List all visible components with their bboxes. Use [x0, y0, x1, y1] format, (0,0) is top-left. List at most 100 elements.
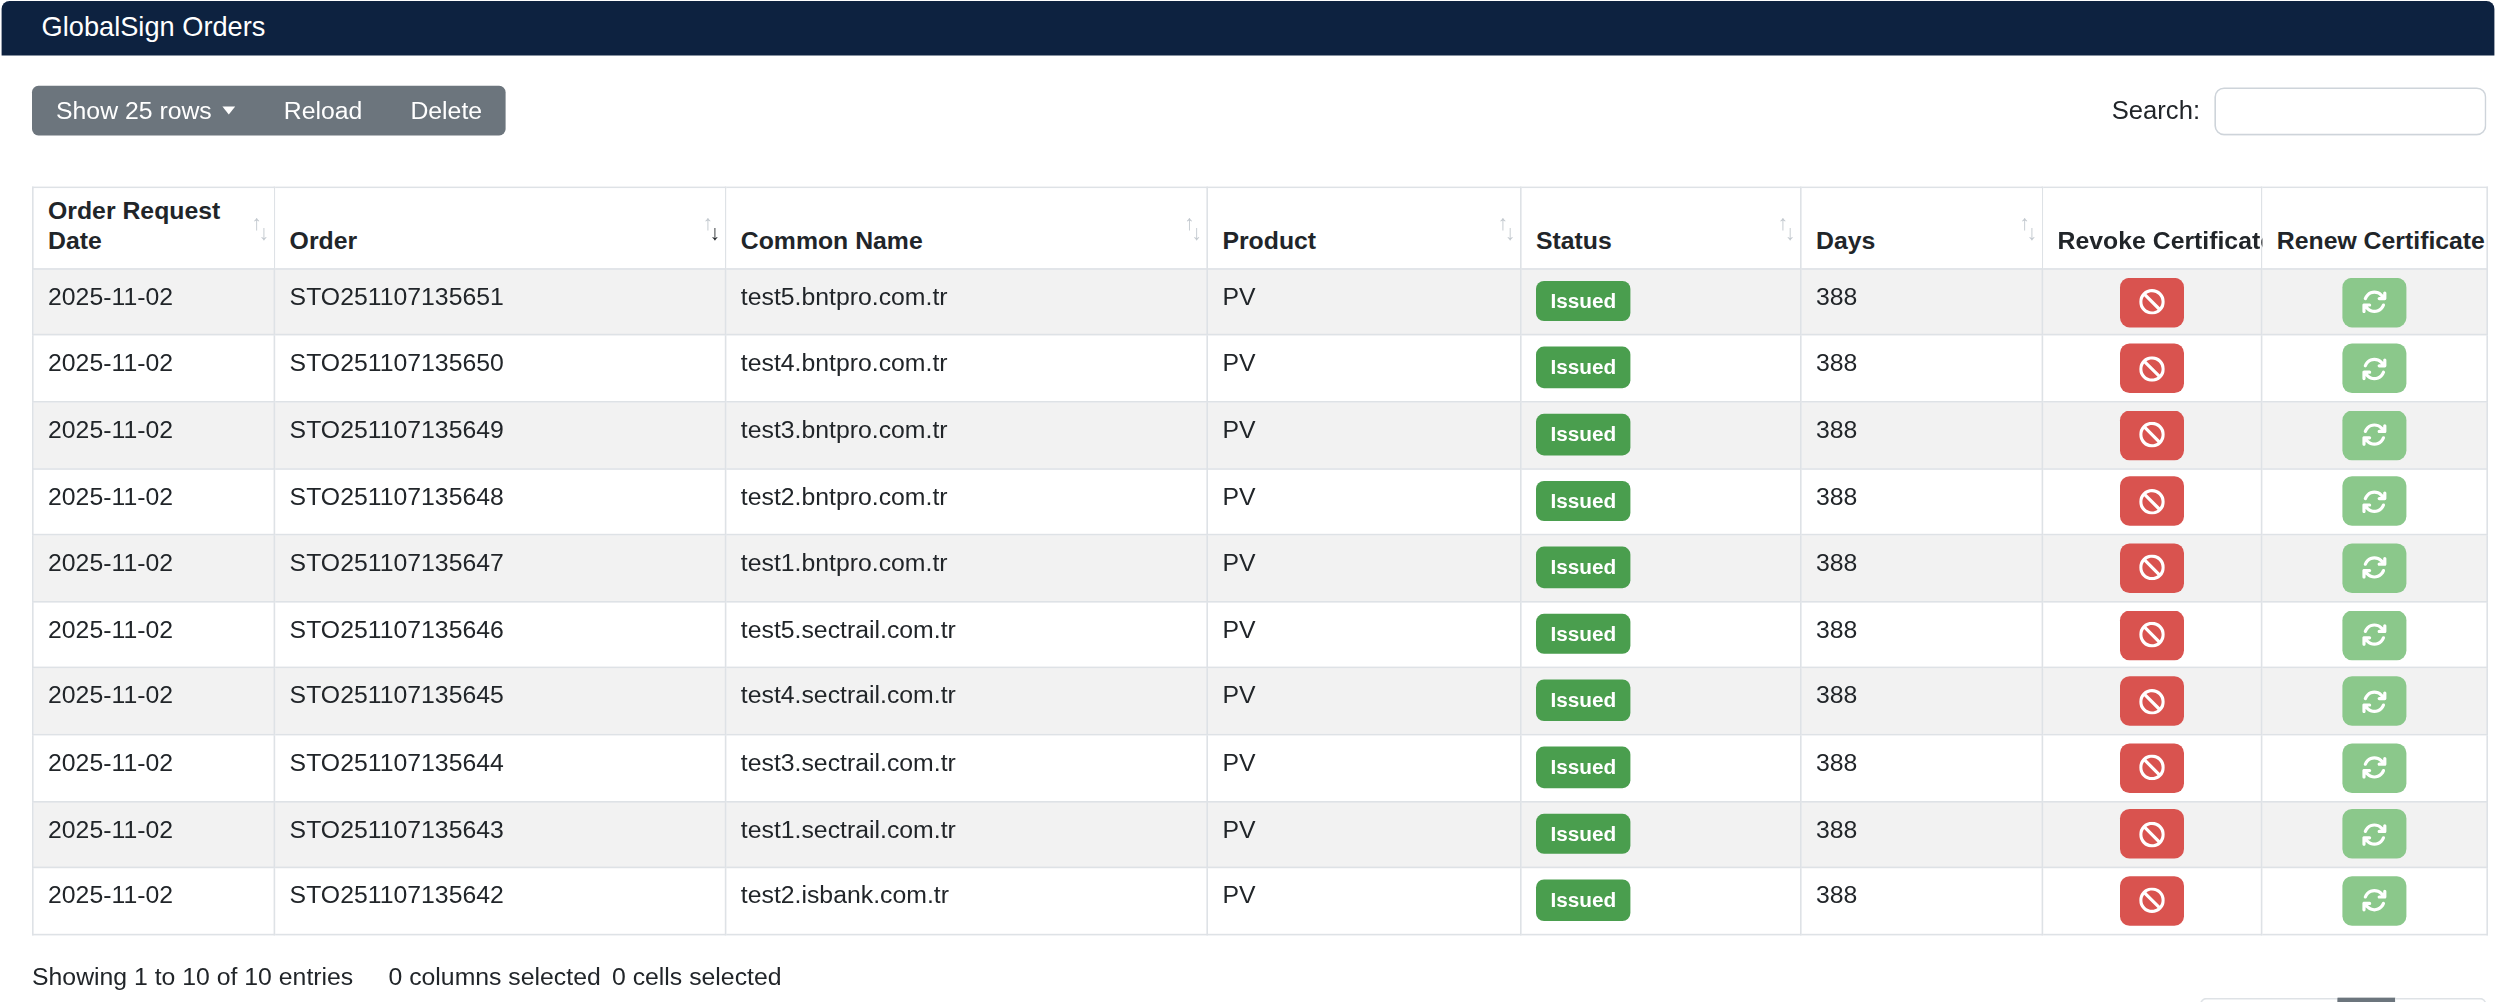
cell-order-number[interactable]: STO251107135647: [274, 535, 725, 602]
cell-order-number[interactable]: STO251107135644: [274, 735, 725, 802]
cell-renew-certificate[interactable]: [2262, 535, 2488, 602]
renew-certificate-button[interactable]: [2342, 810, 2406, 860]
cell-days[interactable]: 388: [1801, 269, 2043, 336]
cell-status[interactable]: Issued: [1521, 801, 1801, 868]
cell-product[interactable]: PV: [1207, 601, 1521, 668]
cell-order-number[interactable]: STO251107135645: [274, 668, 725, 735]
column-header-status[interactable]: Status↑↓: [1521, 187, 1801, 268]
column-header-order[interactable]: Order↑↓: [274, 187, 725, 268]
cell-status[interactable]: Issued: [1521, 868, 1801, 935]
cell-days[interactable]: 388: [1801, 735, 2043, 802]
cell-common-name[interactable]: test1.bntpro.com.tr: [726, 535, 1208, 602]
renew-certificate-button[interactable]: [2342, 876, 2406, 926]
cell-order-request-date[interactable]: 2025-11-02: [33, 735, 275, 802]
cell-order-number[interactable]: STO251107135643: [274, 801, 725, 868]
revoke-certificate-button[interactable]: [2120, 876, 2184, 926]
cell-renew-certificate[interactable]: [2262, 868, 2488, 935]
cell-common-name[interactable]: test5.sectrail.com.tr: [726, 601, 1208, 668]
reload-button[interactable]: Reload: [260, 86, 387, 136]
order-row[interactable]: 2025-11-02STO251107135644test3.sectrail.…: [33, 735, 2487, 802]
cell-order-request-date[interactable]: 2025-11-02: [33, 801, 275, 868]
cell-renew-certificate[interactable]: [2262, 468, 2488, 535]
order-row[interactable]: 2025-11-02STO251107135642test2.isbank.co…: [33, 868, 2487, 935]
renew-certificate-button[interactable]: [2342, 610, 2406, 660]
cell-days[interactable]: 388: [1801, 468, 2043, 535]
cell-common-name[interactable]: test1.sectrail.com.tr: [726, 801, 1208, 868]
cell-revoke-certificate[interactable]: [2042, 735, 2261, 802]
cell-order-number[interactable]: STO251107135646: [274, 601, 725, 668]
cell-renew-certificate[interactable]: [2262, 735, 2488, 802]
renew-certificate-button[interactable]: [2342, 410, 2406, 460]
cell-common-name[interactable]: test4.sectrail.com.tr: [726, 668, 1208, 735]
revoke-certificate-button[interactable]: [2120, 610, 2184, 660]
cell-revoke-certificate[interactable]: [2042, 535, 2261, 602]
cell-status[interactable]: Issued: [1521, 668, 1801, 735]
cell-revoke-certificate[interactable]: [2042, 801, 2261, 868]
cell-product[interactable]: PV: [1207, 269, 1521, 336]
cell-order-request-date[interactable]: 2025-11-02: [33, 601, 275, 668]
order-row[interactable]: 2025-11-02STO251107135643test1.sectrail.…: [33, 801, 2487, 868]
page-number-button[interactable]: 1: [2337, 997, 2396, 1002]
delete-button[interactable]: Delete: [386, 86, 506, 136]
cell-order-request-date[interactable]: 2025-11-02: [33, 468, 275, 535]
cell-product[interactable]: PV: [1207, 535, 1521, 602]
revoke-certificate-button[interactable]: [2120, 676, 2184, 726]
order-row[interactable]: 2025-11-02STO251107135648test2.bntpro.co…: [33, 468, 2487, 535]
cell-revoke-certificate[interactable]: [2042, 269, 2261, 336]
revoke-certificate-button[interactable]: [2120, 410, 2184, 460]
cell-common-name[interactable]: test2.bntpro.com.tr: [726, 468, 1208, 535]
cell-renew-certificate[interactable]: [2262, 801, 2488, 868]
column-header-product[interactable]: Product↑↓: [1207, 187, 1521, 268]
cell-days[interactable]: 388: [1801, 402, 2043, 469]
cell-status[interactable]: Issued: [1521, 535, 1801, 602]
cell-renew-certificate[interactable]: [2262, 402, 2488, 469]
cell-common-name[interactable]: test5.bntpro.com.tr: [726, 269, 1208, 336]
renew-certificate-button[interactable]: [2342, 344, 2406, 394]
cell-order-number[interactable]: STO251107135651: [274, 269, 725, 336]
cell-order-number[interactable]: STO251107135649: [274, 402, 725, 469]
previous-page-button[interactable]: Previous: [2200, 997, 2337, 1002]
cell-order-number[interactable]: STO251107135642: [274, 868, 725, 935]
cell-common-name[interactable]: test2.isbank.com.tr: [726, 868, 1208, 935]
cell-common-name[interactable]: test4.bntpro.com.tr: [726, 335, 1208, 402]
cell-status[interactable]: Issued: [1521, 468, 1801, 535]
cell-revoke-certificate[interactable]: [2042, 668, 2261, 735]
revoke-certificate-button[interactable]: [2120, 477, 2184, 527]
order-row[interactable]: 2025-11-02STO251107135647test1.bntpro.co…: [33, 535, 2487, 602]
cell-order-number[interactable]: STO251107135648: [274, 468, 725, 535]
cell-order-request-date[interactable]: 2025-11-02: [33, 335, 275, 402]
revoke-certificate-button[interactable]: [2120, 743, 2184, 793]
order-row[interactable]: 2025-11-02STO251107135646test5.sectrail.…: [33, 601, 2487, 668]
cell-days[interactable]: 388: [1801, 801, 2043, 868]
renew-certificate-button[interactable]: [2342, 676, 2406, 726]
cell-revoke-certificate[interactable]: [2042, 601, 2261, 668]
cell-days[interactable]: 388: [1801, 535, 2043, 602]
renew-certificate-button[interactable]: [2342, 477, 2406, 527]
order-row[interactable]: 2025-11-02STO251107135651test5.bntpro.co…: [33, 269, 2487, 336]
renew-certificate-button[interactable]: [2342, 277, 2406, 327]
order-row[interactable]: 2025-11-02STO251107135650test4.bntpro.co…: [33, 335, 2487, 402]
cell-product[interactable]: PV: [1207, 402, 1521, 469]
next-page-button[interactable]: Next: [2395, 997, 2486, 1002]
cell-revoke-certificate[interactable]: [2042, 402, 2261, 469]
cell-order-request-date[interactable]: 2025-11-02: [33, 868, 275, 935]
cell-product[interactable]: PV: [1207, 668, 1521, 735]
order-row[interactable]: 2025-11-02STO251107135645test4.sectrail.…: [33, 668, 2487, 735]
cell-common-name[interactable]: test3.bntpro.com.tr: [726, 402, 1208, 469]
column-header-common-name[interactable]: Common Name↑↓: [726, 187, 1208, 268]
cell-status[interactable]: Issued: [1521, 335, 1801, 402]
revoke-certificate-button[interactable]: [2120, 277, 2184, 327]
revoke-certificate-button[interactable]: [2120, 344, 2184, 394]
cell-renew-certificate[interactable]: [2262, 668, 2488, 735]
cell-renew-certificate[interactable]: [2262, 601, 2488, 668]
cell-days[interactable]: 388: [1801, 668, 2043, 735]
cell-order-request-date[interactable]: 2025-11-02: [33, 668, 275, 735]
cell-revoke-certificate[interactable]: [2042, 468, 2261, 535]
show-rows-dropdown-button[interactable]: Show 25 rows: [32, 86, 260, 136]
cell-order-request-date[interactable]: 2025-11-02: [33, 402, 275, 469]
cell-product[interactable]: PV: [1207, 801, 1521, 868]
cell-status[interactable]: Issued: [1521, 269, 1801, 336]
cell-order-request-date[interactable]: 2025-11-02: [33, 269, 275, 336]
cell-product[interactable]: PV: [1207, 868, 1521, 935]
cell-order-request-date[interactable]: 2025-11-02: [33, 535, 275, 602]
